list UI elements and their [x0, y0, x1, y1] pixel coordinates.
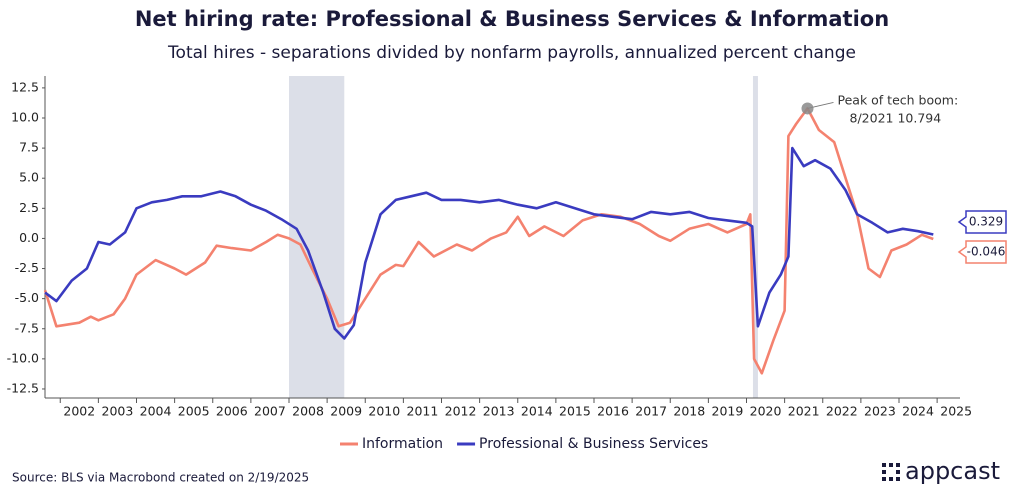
annotation-text: 8/2021 10.794 — [850, 111, 942, 126]
series-line — [44, 146, 934, 340]
x-tick-label: 2020 — [750, 404, 782, 419]
y-tick-label: 12.5 — [11, 79, 39, 94]
x-tick-label: 2006 — [216, 404, 248, 419]
x-tick-label: 2003 — [102, 404, 134, 419]
end-label-box — [957, 210, 1007, 234]
x-tick-label: 2012 — [445, 404, 477, 419]
x-tick-label: 2022 — [826, 404, 858, 419]
y-tick-label: -2.5 — [15, 260, 39, 275]
x-tick-label: 2016 — [597, 404, 629, 419]
end-label: -0.046 — [967, 245, 1006, 259]
x-tick-label: 2024 — [902, 404, 934, 419]
legend-label: Information — [362, 436, 443, 452]
x-tick-label: 2025 — [940, 404, 972, 419]
x-tick-label: 2007 — [254, 404, 286, 419]
y-tick-label: 2.5 — [19, 200, 39, 215]
y-tick-label: 5.0 — [19, 170, 39, 185]
x-tick-label: 2010 — [368, 404, 400, 419]
y-tick-label: 10.0 — [11, 110, 39, 125]
x-tick-label: 2015 — [559, 404, 591, 419]
chart-subtitle: Total hires - separations divided by non… — [167, 43, 856, 63]
x-tick-label: 2005 — [178, 404, 210, 419]
x-tick-label: 2011 — [407, 404, 439, 419]
x-tick-label: 2018 — [673, 404, 705, 419]
y-tick-label: 0.0 — [19, 230, 39, 245]
y-tick-label: -12.5 — [7, 380, 39, 395]
x-tick-label: 2009 — [330, 404, 362, 419]
x-tick-label: 2013 — [483, 404, 515, 419]
x-tick-label: 2019 — [712, 404, 744, 419]
series-line — [43, 107, 934, 375]
x-tick-label: 2008 — [292, 404, 324, 419]
shaded-period — [289, 76, 345, 398]
logo-dots — [882, 463, 900, 481]
y-tick-label: -7.5 — [15, 320, 39, 335]
chart-title: Net hiring rate: Professional & Business… — [135, 7, 889, 31]
logo-text: appcast — [905, 457, 1000, 485]
x-tick-label: 2021 — [788, 404, 820, 419]
legend: Information Professional & Business Servi… — [340, 436, 708, 452]
x-tick-label: 2002 — [63, 404, 95, 419]
y-tick-label: -5.0 — [15, 290, 39, 305]
end-label-box — [957, 240, 1007, 264]
shaded-period — [752, 76, 758, 398]
x-tick-label: 2014 — [521, 404, 553, 419]
x-tick-label: 2023 — [864, 404, 896, 419]
annotation-text: Peak of tech boom: — [838, 93, 959, 108]
source-note: Source: BLS via Macrobond created on 2/1… — [12, 471, 309, 485]
y-tick-label: 7.5 — [19, 140, 39, 155]
x-tick-label: 2004 — [140, 404, 172, 419]
y-tick-label: -10.0 — [7, 350, 39, 365]
x-tick-label: 2017 — [635, 404, 667, 419]
annotation-marker — [801, 102, 814, 115]
end-label: 0.329 — [969, 215, 1003, 229]
legend-label: Professional & Business Services — [479, 436, 708, 452]
